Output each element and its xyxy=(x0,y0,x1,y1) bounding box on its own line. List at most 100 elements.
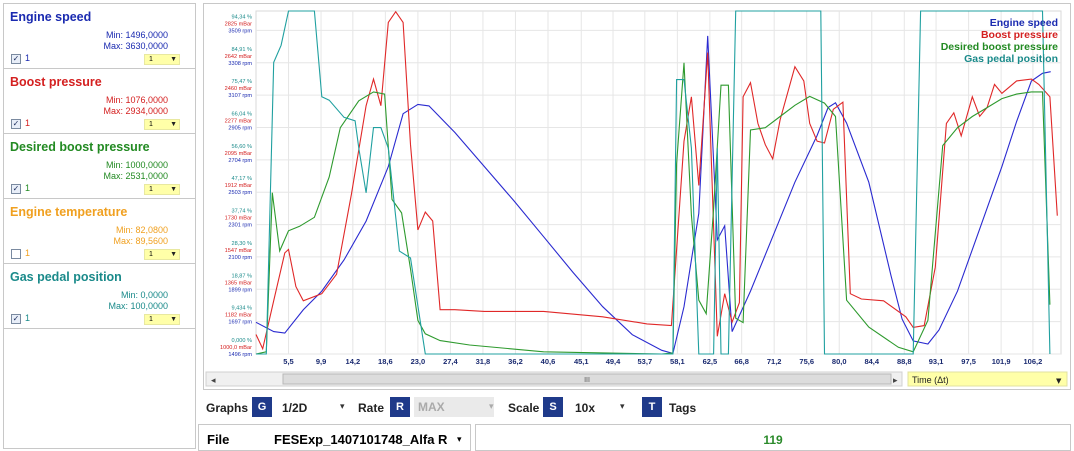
y-tick-label: 94,34 % xyxy=(231,14,252,20)
chevron-down-icon: ▼ xyxy=(170,251,177,258)
graphs-label: Graphs xyxy=(206,401,249,415)
x-tick-label: 106,2 xyxy=(1024,357,1043,366)
graphs-shortcut-button[interactable]: G xyxy=(252,397,272,417)
series-engine-speed xyxy=(255,35,1051,355)
graphs-select[interactable]: 1/2D xyxy=(282,401,308,415)
file-selector: File FESExp_1407101748_Alfa R ▾ xyxy=(198,424,471,451)
file-select[interactable]: FESExp_1407101748_Alfa R xyxy=(274,432,448,447)
x-tick-label: 5,5 xyxy=(283,357,293,366)
y-tick-label: 2704 rpm xyxy=(228,158,252,164)
x-tick-label: 101,9 xyxy=(992,357,1011,366)
signal-gas-pedal-position: Gas pedal position Min: 0,0000 Max: 100,… xyxy=(4,264,195,329)
x-tick-label: 66,8 xyxy=(734,357,749,366)
signal-axis-select[interactable]: 1 ▼ xyxy=(144,54,180,65)
signal-axis-value: 1 xyxy=(149,251,153,258)
chevron-down-icon: ▼ xyxy=(170,186,177,193)
scroll-left-arrow[interactable]: ◂ xyxy=(211,376,216,386)
scroll-right-arrow[interactable]: ▸ xyxy=(893,376,898,386)
file-label: File xyxy=(207,432,230,447)
y-tick-label: 1697 rpm xyxy=(228,320,252,326)
sample-count: 119 xyxy=(763,433,783,447)
y-tick-label: 3308 rpm xyxy=(228,61,252,67)
signal-id: 1 xyxy=(25,53,31,63)
y-tick-label: 9,434 % xyxy=(231,306,252,312)
signal-axis-select[interactable]: 1 ▼ xyxy=(144,314,180,325)
signal-axis-select[interactable]: 1 ▼ xyxy=(144,119,180,130)
chevron-down-icon[interactable]: ▾ xyxy=(457,434,462,444)
chart-grid xyxy=(255,10,1062,355)
y-tick-label: 28,30 % xyxy=(231,241,252,247)
y-tick-label: 2642 mBar xyxy=(225,54,252,60)
time-axis-select[interactable] xyxy=(907,371,1068,387)
tags-label[interactable]: Tags xyxy=(669,401,697,415)
scale-label: Scale xyxy=(508,401,540,415)
legend-entry: Desired boost pressure xyxy=(941,41,1058,53)
chevron-down-icon[interactable]: ▾ xyxy=(620,401,625,411)
rate-shortcut-button[interactable]: R xyxy=(390,397,410,417)
y-tick-label: 0,000 % xyxy=(231,338,252,344)
x-tick-label: 31,8 xyxy=(476,357,491,366)
signal-max: Max: 100,0000 xyxy=(108,301,168,311)
y-tick-label: 2460 mBar xyxy=(225,86,252,92)
rate-label: Rate xyxy=(358,401,385,415)
x-tick-label: 27,4 xyxy=(443,357,458,366)
signal-id: 1 xyxy=(25,248,31,258)
scale-shortcut-button[interactable]: S xyxy=(543,397,563,417)
y-tick-label: 66,04 % xyxy=(231,111,252,117)
x-tick-label: 62,5 xyxy=(703,357,718,366)
signal-title: Engine speed xyxy=(10,10,92,24)
tags-shortcut-button[interactable]: T xyxy=(642,397,662,417)
signal-checkbox[interactable]: ✓ xyxy=(11,314,21,324)
y-tick-label: 1000,0 mBar xyxy=(220,345,252,351)
y-tick-label: 56,60 % xyxy=(231,144,252,150)
x-tick-label: 53,7 xyxy=(638,357,653,366)
signal-axis-value: 1 xyxy=(149,316,153,323)
y-tick-label: 1912 mBar xyxy=(225,183,252,189)
signal-checkbox[interactable]: ✓ xyxy=(11,119,21,129)
signal-title: Desired boost pressure xyxy=(10,140,150,154)
y-tick-label: 75,47 % xyxy=(231,79,252,85)
signal-max: Max: 3630,0000 xyxy=(103,41,168,51)
time-axis-label: Time (Δt) xyxy=(912,375,949,385)
y-tick-label: 2277 mBar xyxy=(225,118,252,124)
x-tick-label: 71,2 xyxy=(767,357,782,366)
series-gas-pedal-position xyxy=(256,10,1051,355)
y-tick-label: 3107 rpm xyxy=(228,93,252,99)
chevron-down-icon: ▼ xyxy=(170,121,177,128)
x-tick-label: 14,2 xyxy=(346,357,361,366)
series-boost-pressure xyxy=(255,10,1058,351)
y-tick-label: 2825 mBar xyxy=(225,21,252,27)
legend-entry: Gas pedal position xyxy=(964,53,1058,65)
series-desired-boost-pressure xyxy=(255,62,1051,355)
signal-checkbox[interactable]: ✓ xyxy=(11,54,21,64)
y-tick-label: 2301 rpm xyxy=(228,223,252,229)
y-tick-label: 2503 rpm xyxy=(228,190,252,196)
x-axis-ticks: 5,5 9,9 14,2 18,6 23,0 27,4 31,8 36,2 40,6 45,1 49… xyxy=(283,357,1042,366)
y-tick-label: 1730 mBar xyxy=(225,216,252,222)
y-tick-label: 2095 mBar xyxy=(225,151,252,157)
y-tick-label: 1182 mBar xyxy=(225,313,252,319)
x-tick-label: 45,1 xyxy=(574,357,589,366)
signal-axis-select[interactable]: 1 ▼ xyxy=(144,184,180,195)
rate-select[interactable]: MAX xyxy=(414,397,494,417)
scale-select[interactable]: 10x xyxy=(575,401,596,415)
signal-axis-select[interactable]: 1 ▼ xyxy=(144,249,180,260)
signal-checkbox[interactable]: ✓ xyxy=(11,249,21,259)
signal-checkbox[interactable]: ✓ xyxy=(11,184,21,194)
signal-min: Min: 1000,0000 xyxy=(105,160,168,170)
y-tick-label: 1899 rpm xyxy=(228,287,252,293)
x-tick-label: 49,4 xyxy=(606,357,621,366)
x-tick-label: 18,6 xyxy=(378,357,393,366)
y-tick-label: 47,17 % xyxy=(231,176,252,182)
x-tick-label: 93,1 xyxy=(929,357,944,366)
signal-axis-value: 1 xyxy=(149,186,153,193)
scrollbar-thumb[interactable] xyxy=(282,373,892,385)
x-tick-label: 23,0 xyxy=(411,357,426,366)
chevron-down-icon: ▼ xyxy=(170,56,177,63)
x-tick-label: 9,9 xyxy=(316,357,326,366)
signal-max: Max: 89,5600 xyxy=(113,236,168,246)
chevron-down-icon[interactable]: ▾ xyxy=(340,401,345,411)
